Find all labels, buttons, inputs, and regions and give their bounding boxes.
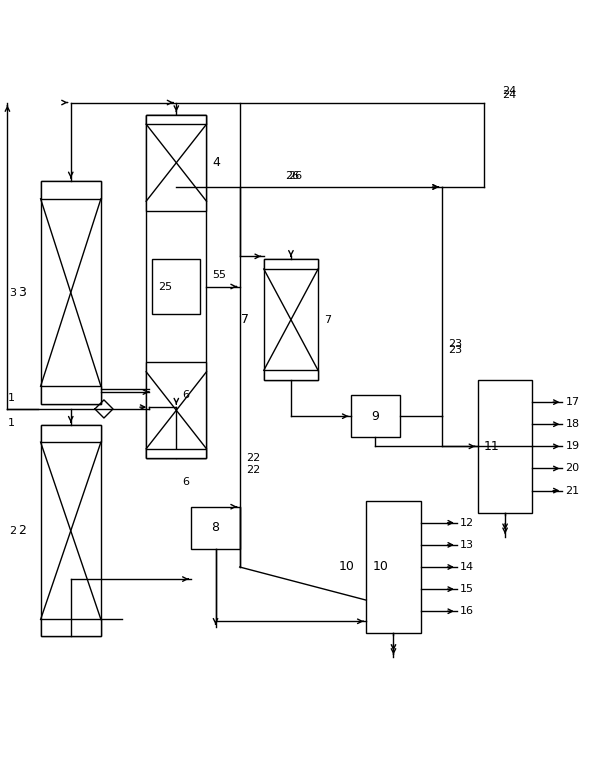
Text: 9: 9 — [371, 410, 379, 423]
Text: 3: 3 — [18, 286, 25, 299]
Text: 1: 1 — [7, 418, 15, 428]
Text: 7: 7 — [241, 313, 248, 326]
Bar — [41, 426, 101, 442]
Text: 21: 21 — [565, 486, 579, 496]
Bar — [478, 380, 532, 513]
Text: 5: 5 — [213, 271, 219, 280]
Text: 2: 2 — [18, 524, 25, 537]
Text: 15: 15 — [460, 584, 474, 594]
Bar — [41, 386, 101, 404]
Bar — [264, 259, 318, 380]
Bar — [146, 115, 207, 458]
Bar — [41, 181, 101, 404]
Bar — [264, 259, 318, 269]
Text: 5: 5 — [219, 271, 225, 280]
Text: 24: 24 — [502, 87, 516, 97]
Bar — [41, 619, 101, 636]
Text: 13: 13 — [460, 540, 474, 550]
Text: 7: 7 — [324, 315, 331, 325]
Bar — [41, 181, 101, 199]
Text: 14: 14 — [460, 562, 474, 572]
Bar — [146, 363, 207, 458]
Bar — [264, 370, 318, 380]
Text: 22: 22 — [245, 465, 260, 476]
Bar — [351, 395, 399, 437]
Text: 8: 8 — [211, 521, 219, 534]
Text: 10: 10 — [372, 560, 388, 574]
Text: 10: 10 — [338, 560, 355, 574]
Text: 23: 23 — [448, 339, 462, 349]
Bar — [146, 115, 207, 211]
Text: 1: 1 — [7, 393, 15, 403]
Text: 17: 17 — [565, 397, 579, 407]
Bar — [191, 507, 239, 549]
Text: 2: 2 — [9, 526, 16, 536]
Text: 3: 3 — [10, 287, 16, 297]
Text: 4: 4 — [213, 157, 221, 169]
Text: 19: 19 — [565, 442, 579, 451]
Text: 26: 26 — [285, 171, 299, 181]
Text: 22: 22 — [245, 454, 260, 464]
Bar — [152, 259, 201, 314]
Text: 25: 25 — [158, 281, 172, 292]
Text: 24: 24 — [502, 90, 516, 100]
Bar — [146, 115, 207, 124]
Bar — [146, 449, 207, 458]
Bar — [41, 426, 101, 636]
Bar — [367, 501, 421, 633]
Text: 23: 23 — [448, 345, 462, 355]
Text: 11: 11 — [484, 440, 500, 453]
Text: 16: 16 — [460, 606, 474, 616]
Text: 6: 6 — [182, 390, 189, 400]
Text: 12: 12 — [460, 518, 474, 527]
Text: 6: 6 — [182, 477, 189, 486]
Text: 26: 26 — [288, 171, 302, 181]
Text: 20: 20 — [565, 464, 579, 473]
Text: 18: 18 — [565, 420, 579, 429]
